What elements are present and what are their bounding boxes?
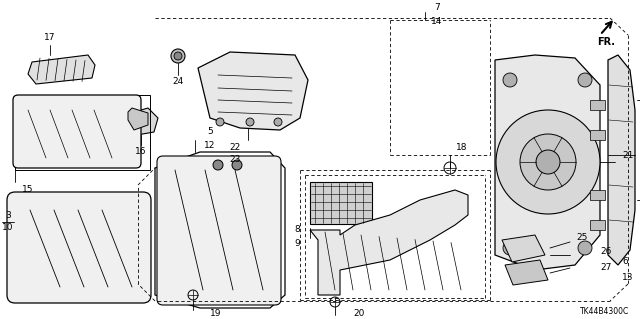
Text: 15: 15 <box>22 186 34 195</box>
Polygon shape <box>495 55 600 270</box>
Text: 16: 16 <box>135 147 147 157</box>
Text: 13: 13 <box>622 272 634 281</box>
Bar <box>590 190 605 200</box>
Text: 22: 22 <box>229 144 241 152</box>
Text: 5: 5 <box>207 128 213 137</box>
Text: TK44B4300C: TK44B4300C <box>580 308 629 316</box>
Polygon shape <box>28 55 95 84</box>
Text: 8: 8 <box>294 226 300 234</box>
FancyBboxPatch shape <box>7 192 151 303</box>
Text: 19: 19 <box>210 309 221 318</box>
Polygon shape <box>502 235 545 262</box>
Text: 17: 17 <box>44 33 56 42</box>
Circle shape <box>520 134 576 190</box>
Text: 24: 24 <box>172 78 184 86</box>
Text: 9: 9 <box>294 239 300 248</box>
Polygon shape <box>198 52 308 130</box>
Circle shape <box>578 73 592 87</box>
Text: 10: 10 <box>3 224 13 233</box>
Circle shape <box>213 160 223 170</box>
Circle shape <box>232 160 242 170</box>
Circle shape <box>246 118 254 126</box>
Polygon shape <box>505 260 548 285</box>
Text: 23: 23 <box>229 155 241 165</box>
Text: FR.: FR. <box>597 37 615 47</box>
Circle shape <box>216 118 224 126</box>
Bar <box>15 95 150 170</box>
Circle shape <box>503 73 517 87</box>
Polygon shape <box>608 55 635 265</box>
Text: 26: 26 <box>600 248 611 256</box>
Text: 20: 20 <box>353 309 364 318</box>
Polygon shape <box>310 190 468 295</box>
Circle shape <box>496 110 600 214</box>
Circle shape <box>503 241 517 255</box>
Bar <box>590 220 605 230</box>
Bar <box>310 182 372 224</box>
Text: 12: 12 <box>204 140 216 150</box>
Circle shape <box>171 49 185 63</box>
Circle shape <box>578 241 592 255</box>
Text: 7: 7 <box>434 4 440 12</box>
Text: 18: 18 <box>456 144 468 152</box>
FancyBboxPatch shape <box>157 156 281 305</box>
Polygon shape <box>128 108 158 135</box>
Circle shape <box>536 150 560 174</box>
Text: 14: 14 <box>431 18 443 26</box>
Circle shape <box>274 118 282 126</box>
Text: 3: 3 <box>5 211 11 219</box>
Text: 27: 27 <box>600 263 611 271</box>
Text: 25: 25 <box>576 234 588 242</box>
Text: 6: 6 <box>622 257 628 266</box>
Circle shape <box>174 52 182 60</box>
FancyBboxPatch shape <box>13 95 141 168</box>
Bar <box>590 100 605 110</box>
Text: 21: 21 <box>622 151 634 160</box>
Bar <box>590 130 605 140</box>
Polygon shape <box>128 108 148 130</box>
